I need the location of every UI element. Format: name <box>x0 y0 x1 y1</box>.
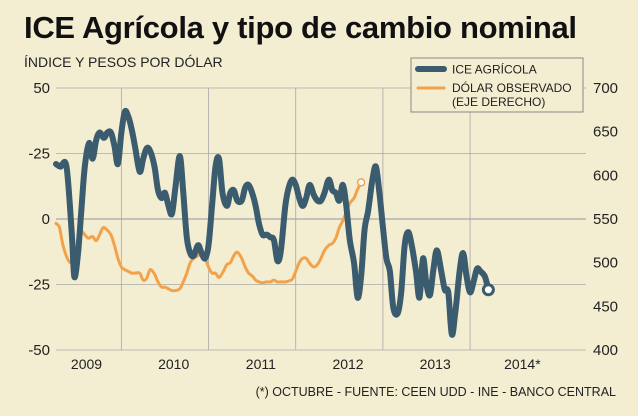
x-tick-label: 2010 <box>158 356 189 372</box>
legend-label-dolar: DÓLAR OBSERVADO (EJE DERECHO) <box>452 80 572 109</box>
x-tick-label: 2011 <box>246 356 276 372</box>
series-lines <box>53 107 492 338</box>
chart-subtitle: ÍNDICE Y PESOS POR DÓLAR <box>24 54 223 70</box>
right-tick-label: 500 <box>593 255 618 272</box>
right-tick-label: 450 <box>593 298 618 315</box>
series-ice-endpoint <box>481 283 495 297</box>
series-endpoints <box>356 178 495 297</box>
right-axis: 700 650 600 550 500 450 400 <box>593 80 618 359</box>
legend-label-dolar-line: (EJE DERECHO) <box>452 95 545 109</box>
gridlines <box>56 87 586 351</box>
right-tick-label: 400 <box>593 342 618 359</box>
series-dolar-endpoint <box>356 178 366 187</box>
x-tick-label: 2009 <box>71 356 102 372</box>
series-dolar-line <box>54 180 363 293</box>
legend-label-dolar-line: DÓLAR OBSERVADO <box>452 80 572 95</box>
left-tick-label: -50 <box>28 342 50 359</box>
right-tick-label: 700 <box>593 80 618 97</box>
right-tick-label: 550 <box>593 211 618 228</box>
left-tick-label: -25 <box>28 277 50 294</box>
left-tick-label: 50 <box>33 80 50 97</box>
series-ice-line <box>53 107 492 338</box>
right-tick-label: 600 <box>593 167 618 184</box>
x-axis: 2009 2010 2011 2012 2013 2014* <box>71 356 541 372</box>
left-tick-label: -25 <box>28 146 50 163</box>
x-tick-label: 2013 <box>420 356 451 372</box>
page-title: ICE Agrícola y tipo de cambio nominal <box>24 10 577 45</box>
source-note: (*) OCTUBRE - FUENTE: CEEN UDD - INE - B… <box>255 385 616 399</box>
left-tick-label: 0 <box>42 211 50 228</box>
left-axis: 50 -25 0 -25 -50 <box>28 80 50 359</box>
right-tick-label: 650 <box>593 124 618 141</box>
legend-label-ice: ICE AGRÍCOLA <box>452 62 537 77</box>
legend: ICE AGRÍCOLA DÓLAR OBSERVADO (EJE DERECHO… <box>410 57 584 113</box>
x-tick-label: 2014* <box>504 356 541 372</box>
x-tick-label: 2012 <box>332 356 363 372</box>
